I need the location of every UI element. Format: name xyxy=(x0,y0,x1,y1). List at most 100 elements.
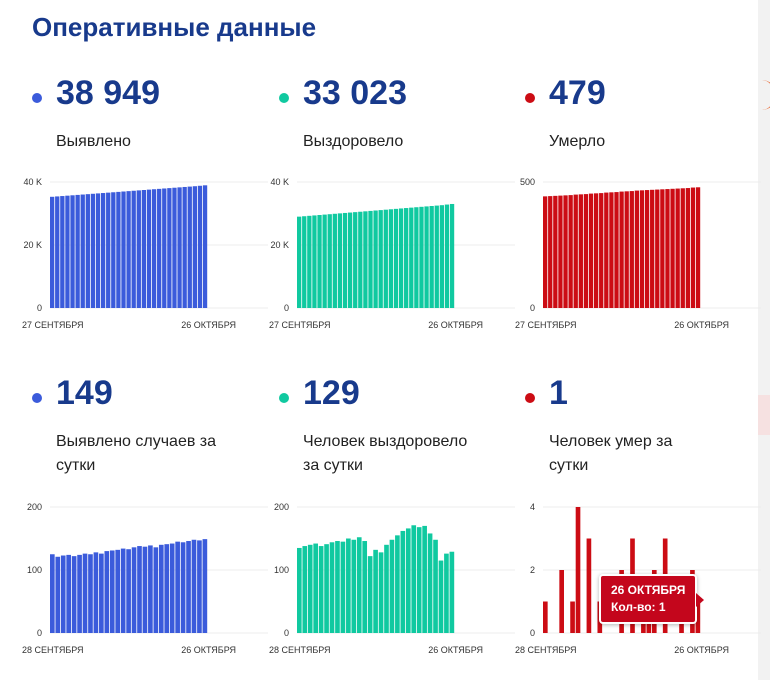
bar xyxy=(329,542,335,633)
bar xyxy=(404,208,409,308)
recovered-label: Выздоровело xyxy=(303,133,404,150)
bar xyxy=(405,528,411,633)
bar xyxy=(429,206,434,308)
bar xyxy=(151,189,157,308)
bar xyxy=(588,193,594,308)
bar xyxy=(136,190,141,308)
bar xyxy=(324,544,329,633)
bar xyxy=(383,209,388,308)
bar xyxy=(93,552,99,633)
bar xyxy=(609,192,614,308)
x-axis-start-label: 27 СЕНТЯБРЯ xyxy=(22,320,84,330)
bar xyxy=(126,549,131,633)
bar xyxy=(434,205,439,308)
bar xyxy=(373,549,378,633)
bar xyxy=(80,194,85,308)
bar xyxy=(449,551,455,633)
y-tick-label: 20 K xyxy=(270,240,289,250)
bar xyxy=(558,195,563,308)
bar xyxy=(670,188,675,308)
bar xyxy=(629,191,634,308)
bar xyxy=(322,214,327,308)
bar xyxy=(317,215,322,308)
y-tick-label: 2 xyxy=(530,565,535,575)
bar xyxy=(347,212,353,308)
background-page-edge xyxy=(758,0,770,680)
bar xyxy=(400,530,406,633)
bar xyxy=(197,185,203,308)
bar xyxy=(121,191,126,308)
series-dot-icon xyxy=(525,93,535,103)
bar xyxy=(71,556,77,633)
daily-deaths-value: 1 xyxy=(549,374,568,412)
bar xyxy=(131,547,137,633)
daily-detected-label: Выявлено случаев за сутки xyxy=(56,433,217,474)
background-highlight xyxy=(758,395,770,435)
y-tick-label: 0 xyxy=(284,303,289,313)
bar xyxy=(202,539,208,633)
bar xyxy=(389,539,395,633)
bar xyxy=(88,554,93,633)
bar xyxy=(95,193,101,308)
bar xyxy=(60,555,66,633)
chart-deaths: 0 500 27 СЕНТЯБРЯ 26 ОКТЯБРЯ xyxy=(515,177,761,330)
bar xyxy=(439,205,445,308)
daily-recovered-value: 129 xyxy=(303,374,360,412)
bar xyxy=(685,188,691,308)
bar xyxy=(634,190,640,308)
bar xyxy=(60,196,65,308)
bar xyxy=(158,544,164,633)
daily-recovered-label: Человек выздоровело за сутки xyxy=(303,433,468,474)
bar xyxy=(177,187,182,308)
bar xyxy=(553,195,558,308)
bar xyxy=(148,545,153,633)
bar xyxy=(449,203,455,308)
deaths-label: Умерло xyxy=(549,133,606,150)
bar xyxy=(409,207,414,308)
bar xyxy=(424,206,429,308)
bar xyxy=(358,211,363,308)
bar xyxy=(368,210,373,308)
y-tick-label: 0 xyxy=(37,628,42,638)
recovered-value: 33 023 xyxy=(303,74,407,112)
bar xyxy=(337,213,343,308)
bar xyxy=(106,192,111,308)
bar xyxy=(157,188,162,308)
series-dot-icon xyxy=(279,93,289,103)
bar xyxy=(131,190,136,308)
bar xyxy=(182,186,187,308)
x-axis-end-label: 26 ОКТЯБРЯ xyxy=(428,320,483,330)
panel-daily-recovered: 129 Человек выздоровело за сутки xyxy=(279,374,519,680)
bar xyxy=(384,544,389,633)
bar xyxy=(593,193,599,308)
bar xyxy=(655,189,660,308)
bar xyxy=(297,547,302,633)
bar xyxy=(563,195,568,308)
bar xyxy=(307,215,312,308)
bar xyxy=(570,601,575,633)
bar xyxy=(367,556,373,633)
chart-daily-recovered: 0 100 200 28 СЕНТЯБРЯ 26 ОКТЯБРЯ xyxy=(269,502,515,655)
bar xyxy=(191,539,197,633)
x-axis-start-label: 28 СЕНТЯБРЯ xyxy=(22,645,84,655)
panel-daily-deaths: 1 Человек умер за сутки xyxy=(525,374,765,680)
bar xyxy=(650,189,655,308)
bar xyxy=(573,194,578,308)
bar xyxy=(444,204,450,308)
bar xyxy=(142,546,148,633)
bar xyxy=(187,186,192,308)
y-tick-label: 40 K xyxy=(270,177,289,187)
bar xyxy=(169,543,175,633)
x-axis-start-label: 28 СЕНТЯБРЯ xyxy=(515,645,577,655)
bar xyxy=(444,553,449,633)
bar xyxy=(586,538,592,633)
bar xyxy=(85,194,90,308)
bar xyxy=(162,188,167,308)
bar xyxy=(568,195,573,308)
bar xyxy=(99,553,104,633)
bar xyxy=(356,537,362,633)
y-tick-label: 0 xyxy=(284,628,289,638)
bar xyxy=(353,212,358,308)
y-tick-label: 100 xyxy=(27,565,42,575)
bar xyxy=(695,601,701,633)
